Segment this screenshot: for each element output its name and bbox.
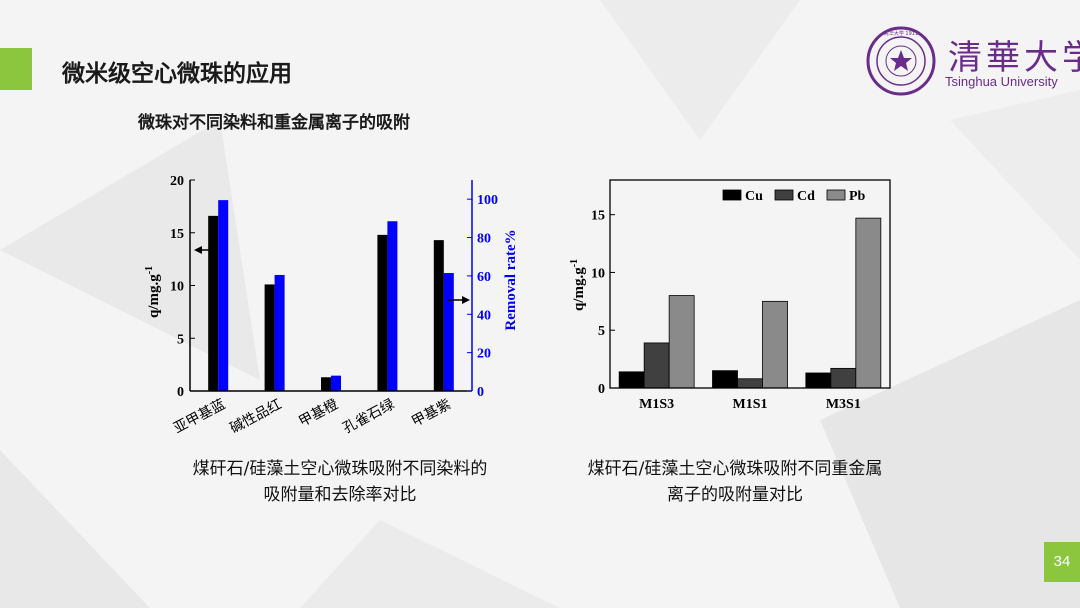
bar-cd-1 [737, 378, 763, 389]
legend-label-cd: Cd [797, 189, 815, 204]
y-tick-label: 10 [170, 280, 184, 295]
bar-pb-0 [668, 295, 695, 389]
legend-label-pb: Pb [849, 189, 866, 204]
x-tick-label: M1S3 [639, 397, 674, 412]
university-name-cn: 清華大学 [948, 38, 1080, 78]
bar-cu-0 [618, 371, 645, 389]
legend-swatch-pb [826, 189, 846, 201]
bar-pb-2 [855, 217, 882, 389]
legend-swatch-cd [774, 189, 794, 201]
y-right-tick-label: 100 [477, 193, 498, 208]
bar-cd-2 [830, 367, 857, 389]
y-right-tick-label: 80 [477, 232, 491, 247]
right-caption-line1: 煤矸石/硅藻土空心微珠吸附不同重金属 [587, 459, 883, 479]
y-tick-label: 15 [591, 209, 605, 224]
bar-q-0 [208, 215, 219, 391]
y-right-tick-label: 20 [477, 347, 491, 362]
bar-q-2 [321, 377, 331, 391]
page-number: 34 [1044, 542, 1080, 582]
y-right-tick-label: 60 [477, 270, 491, 285]
bar-removal-1 [274, 274, 285, 391]
left-caption-line2: 吸附量和去除率对比 [263, 485, 417, 505]
seal-icon: 清华大学 1911 [866, 26, 936, 96]
y-tick-label: 20 [170, 174, 184, 189]
page-title: 微米级空心微珠的应用 [62, 61, 292, 87]
chart2-bars [618, 217, 882, 389]
y-tick-label: 10 [591, 266, 605, 281]
legend-label-cu: Cu [745, 189, 763, 204]
y-tick-label: 0 [177, 385, 184, 400]
title-accent-bar [0, 48, 32, 90]
chart1-ylabel-right: Removal rate% [503, 229, 519, 330]
chart2-legend: Cu Cd Pb [722, 189, 866, 204]
tsinghua-logo: 清华大学 1911 [866, 26, 936, 96]
bar-removal-4 [443, 273, 454, 391]
chart2-axes: M1S3 M1S1 M3S1 0 5 10 15 [591, 179, 891, 412]
bar-cd-0 [643, 342, 670, 389]
x-tick-label: M3S1 [826, 397, 861, 412]
left-caption-line1: 煤矸石/硅藻土空心微珠吸附不同染料的 [192, 459, 488, 479]
y-tick-label: 15 [170, 227, 184, 242]
bar-removal-2 [331, 375, 341, 391]
bar-pb-1 [762, 300, 788, 389]
x-tick-label: 孔雀石绿 [340, 396, 397, 436]
bar-cu-1 [712, 370, 738, 389]
chart2-ylabel: q/mg.g-1 [569, 259, 587, 311]
dye-adsorption-chart: 亚甲基蓝 碱性品红 甲基橙 孔雀石绿 甲基紫 0 5 10 15 20 0 20 40 60 80 100 q… [144, 174, 519, 437]
chart1-bars [208, 200, 454, 391]
bar-q-1 [264, 284, 275, 391]
y-tick-label: 5 [177, 332, 184, 347]
x-tick-label: 甲基紫 [409, 396, 454, 431]
left-arrow-icon [194, 246, 218, 254]
x-tick-label: 甲基橙 [296, 396, 341, 431]
y-tick-label: 5 [598, 324, 605, 339]
x-tick-label: 亚甲基蓝 [171, 396, 228, 437]
right-caption-line2: 离子的吸附量对比 [667, 485, 803, 505]
bar-q-4 [433, 240, 444, 391]
y-tick-label: 0 [598, 382, 605, 397]
x-tick-label: 碱性品红 [228, 396, 285, 436]
x-tick-label: M1S1 [733, 397, 768, 412]
bar-removal-0 [218, 200, 229, 391]
university-name-en: Tsinghua University [945, 74, 1058, 89]
section-subtitle: 微珠对不同染料和重金属离子的吸附 [138, 113, 410, 133]
right-chart-caption: 煤矸石/硅藻土空心微珠吸附不同重金属 离子的吸附量对比 [545, 456, 925, 508]
bar-removal-3 [387, 221, 398, 391]
chart1-ylabel: q/mg.g-1 [144, 266, 162, 318]
bar-cu-2 [805, 372, 832, 389]
y-right-tick-label: 40 [477, 308, 491, 323]
y-right-tick-label: 0 [477, 385, 484, 400]
bar-q-3 [377, 234, 388, 391]
seal-text: 清华大学 1911 [884, 30, 918, 37]
metal-adsorption-chart: M1S3 M1S1 M3S1 0 5 10 15 Cu Cd Pb q/mg.g-1 [569, 179, 891, 412]
left-chart-caption: 煤矸石/硅藻土空心微珠吸附不同染料的 吸附量和去除率对比 [150, 456, 530, 508]
right-arrow-icon [448, 296, 470, 304]
plot-frame [609, 179, 891, 389]
legend-swatch-cu [722, 189, 742, 201]
